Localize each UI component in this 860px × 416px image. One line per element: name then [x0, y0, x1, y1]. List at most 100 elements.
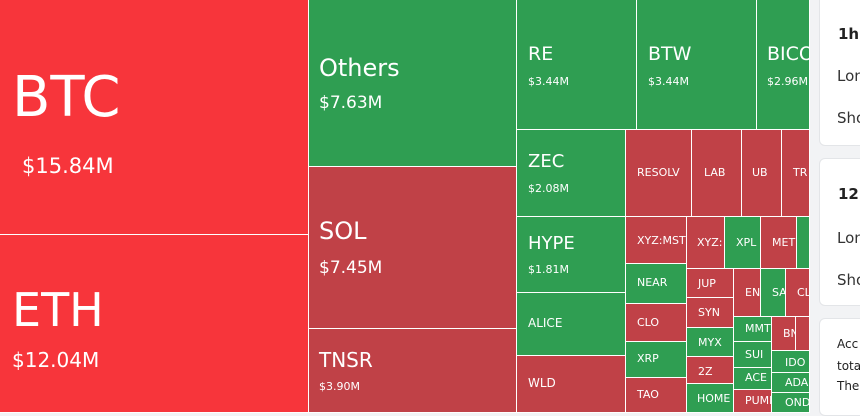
- tile-symbol: CLO: [637, 316, 660, 329]
- treemap-tile-unlabeled-2[interactable]: [796, 317, 810, 351]
- info-line: tota: [837, 359, 860, 373]
- treemap-tile-xpl[interactable]: XPL: [725, 217, 761, 269]
- treemap-tile-2z[interactable]: 2Z: [687, 357, 734, 384]
- tile-symbol: XPL: [736, 236, 757, 249]
- tile-symbol: XYZ:MST: [637, 234, 686, 247]
- treemap-tile-ub[interactable]: UB: [742, 130, 782, 217]
- treemap-tile-myx[interactable]: MYX: [687, 328, 734, 357]
- tile-symbol: Others: [319, 54, 400, 82]
- tile-symbol: ETH: [12, 283, 104, 337]
- treemap-tile-unlabeled-1[interactable]: [797, 217, 810, 269]
- tile-value: $3.44M: [528, 75, 569, 88]
- tile-symbol: ACE: [745, 371, 767, 384]
- tile-value: $12.04M: [12, 348, 100, 372]
- tile-symbol: UB: [752, 166, 768, 179]
- treemap-tile-tnsr[interactable]: TNSR $3.90M: [309, 329, 517, 413]
- tile-value: $2.96M: [767, 75, 808, 88]
- tile-symbol: MET: [772, 236, 796, 249]
- long-label: Lon: [837, 229, 860, 247]
- tile-symbol: SA: [772, 286, 786, 299]
- short-label: Sho: [837, 271, 860, 289]
- treemap-tile-xyz[interactable]: XYZ:: [687, 217, 725, 269]
- treemap-tile-sol[interactable]: SOL $7.45M: [309, 167, 517, 329]
- tile-symbol: SYN: [698, 306, 720, 319]
- treemap-tile-xrp[interactable]: XRP: [626, 342, 687, 378]
- short-label: Sho: [837, 109, 860, 127]
- tile-symbol: NEAR: [637, 276, 668, 289]
- treemap-tile-jup[interactable]: JUP: [687, 269, 734, 298]
- treemap-tile-pump[interactable]: PUMP: [734, 390, 772, 413]
- treemap-tile-re[interactable]: RE $3.44M: [517, 0, 637, 130]
- treemap-tile-xyz-mst[interactable]: XYZ:MST: [626, 217, 687, 264]
- tile-symbol: RE: [528, 43, 554, 65]
- treemap-tile-others[interactable]: Others $7.63M: [309, 0, 517, 167]
- treemap-tile-btw[interactable]: BTW $3.44M: [637, 0, 757, 130]
- card-1h: 1h Lon Sho: [819, 0, 860, 146]
- treemap-tile-ace[interactable]: ACE: [734, 368, 772, 390]
- liquidation-treemap: BTC $15.84M ETH $12.04M Others $7.63M SO…: [0, 0, 810, 413]
- info-line: The: [837, 379, 860, 393]
- treemap-tile-mmt[interactable]: MMT: [734, 317, 772, 342]
- tile-symbol: SUI: [745, 348, 764, 361]
- treemap-tile-hype[interactable]: HYPE $1.81M: [517, 217, 626, 293]
- treemap-tile-ido[interactable]: IDO: [772, 351, 810, 373]
- treemap-tile-clo[interactable]: CLO: [626, 304, 687, 342]
- treemap-tile-cl[interactable]: CL: [786, 269, 810, 317]
- tile-symbol: XYZ:: [697, 236, 723, 249]
- treemap-tile-btc[interactable]: BTC $15.84M: [0, 0, 309, 235]
- tile-symbol: 2Z: [698, 365, 713, 378]
- tile-symbol: HOME: [697, 392, 731, 405]
- card-title: 1h: [838, 25, 860, 43]
- tile-symbol: ZEC: [528, 151, 565, 172]
- tile-symbol: TAO: [637, 388, 659, 401]
- treemap-tile-ond[interactable]: OND: [772, 393, 810, 413]
- treemap-tile-sui[interactable]: SUI: [734, 342, 772, 368]
- treemap-tile-en[interactable]: EN: [734, 269, 761, 317]
- tile-symbol: MYX: [698, 336, 722, 349]
- card-title: 12h: [838, 185, 860, 203]
- tile-symbol: BTW: [648, 43, 692, 65]
- tile-symbol: SOL: [319, 217, 367, 245]
- tile-symbol: PUMP: [745, 394, 771, 407]
- treemap-tile-bn[interactable]: BN: [772, 317, 796, 351]
- treemap-tile-near[interactable]: NEAR: [626, 264, 687, 304]
- treemap-tile-sa[interactable]: SA: [761, 269, 786, 317]
- tile-symbol: OND: [785, 396, 810, 409]
- card-12h: 12h Lon Sho: [819, 158, 860, 306]
- tile-symbol: TNSR: [319, 348, 373, 372]
- tile-symbol: TR: [793, 166, 808, 179]
- tile-symbol: ADA: [785, 376, 809, 389]
- tile-symbol: XRP: [637, 352, 659, 365]
- tile-symbol: BN: [783, 327, 795, 340]
- tile-symbol: WLD: [528, 376, 556, 390]
- tile-symbol: JUP: [698, 277, 716, 290]
- treemap-tile-home[interactable]: HOME: [687, 384, 734, 413]
- card-info: Acc tota The: [819, 318, 860, 416]
- tile-symbol: IDO: [785, 356, 806, 369]
- treemap-tile-resolv[interactable]: RESOLV: [626, 130, 692, 217]
- tile-symbol: CL: [797, 286, 810, 299]
- treemap-tile-ada[interactable]: ADA: [772, 373, 810, 393]
- tile-symbol: BTC: [12, 65, 121, 130]
- tile-value: $7.63M: [319, 93, 383, 113]
- tile-symbol: LAB: [704, 166, 726, 179]
- treemap-tile-wld[interactable]: WLD: [517, 356, 626, 413]
- tile-symbol: EN: [745, 286, 761, 299]
- treemap-tile-tr[interactable]: TR: [782, 130, 810, 217]
- treemap-tile-met[interactable]: MET: [761, 217, 797, 269]
- treemap-tile-lab[interactable]: LAB: [692, 130, 742, 217]
- treemap-tile-zec[interactable]: ZEC $2.08M: [517, 130, 626, 217]
- tile-value: $15.84M: [22, 154, 114, 178]
- tile-symbol: ALICE: [528, 316, 563, 330]
- treemap-tile-bico[interactable]: BICO $2.96M: [757, 0, 810, 130]
- treemap-tile-eth[interactable]: ETH $12.04M: [0, 235, 309, 413]
- tile-symbol: MMT: [745, 322, 771, 335]
- tile-symbol: HYPE: [528, 233, 575, 254]
- tile-symbol: BICO: [767, 43, 810, 65]
- tile-value: $2.08M: [528, 182, 569, 195]
- tile-value: $3.90M: [319, 380, 360, 393]
- treemap-tile-syn[interactable]: SYN: [687, 298, 734, 328]
- treemap-tile-tao[interactable]: TAO: [626, 378, 687, 413]
- treemap-tile-alice[interactable]: ALICE: [517, 293, 626, 356]
- tile-value: $3.44M: [648, 75, 689, 88]
